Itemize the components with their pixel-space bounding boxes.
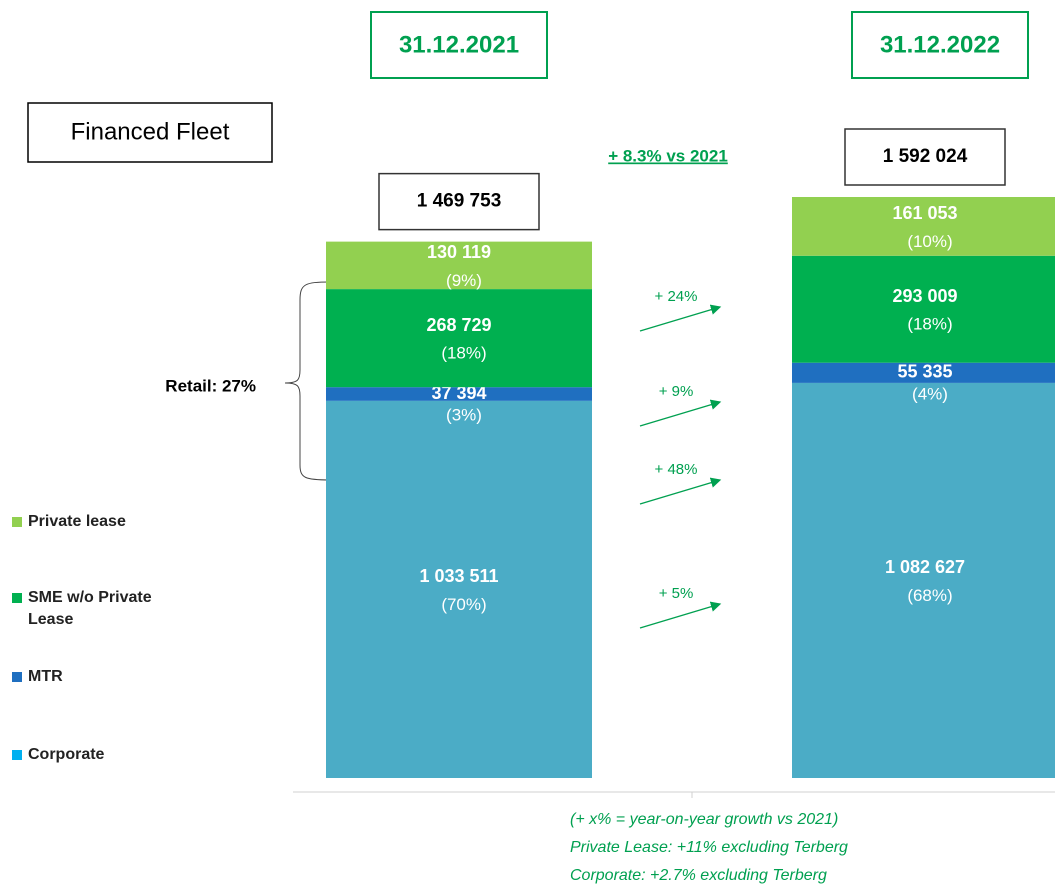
percent-label: (4%) [912,384,948,403]
value-label: 130 119 [427,242,491,262]
percent-label: (70%) [441,595,486,614]
date-label: 31.12.2021 [399,31,519,58]
bar-segment [326,387,592,401]
percent-label: (10%) [907,232,952,251]
bar-segment [792,362,1055,383]
footnote: Private Lease: +11% excluding Terberg [570,839,848,856]
legend-label: Corporate [28,746,105,763]
legend-swatch [12,672,22,682]
total-box [378,172,540,231]
date-box [370,11,548,79]
growth-label: + 5% [659,585,694,602]
legend-label: Private lease [28,513,126,530]
value-label: 55 335 [897,362,952,382]
value-label: 1 033 511 [419,566,498,586]
footnote: Corporate: +2.7% excluding Terberg [570,867,827,884]
value-label: 37 394 [431,383,486,403]
total-label: 1 469 753 [417,191,502,212]
legend-item: Private lease [12,511,168,533]
bar-segment [792,255,1055,363]
footnote: (+ x% = year-on-year growth vs 2021) [570,811,838,828]
legend-swatch [12,517,22,527]
bar-segment [326,400,592,778]
retail-bracket [284,281,331,481]
growth-arrow [639,477,722,505]
percent-label: (9%) [446,271,482,290]
bar-segment [792,197,1055,256]
percent-label: (18%) [907,315,952,334]
total-label: 1 592 024 [883,146,968,167]
legend-label: MTR [28,668,63,685]
bracket-label: Retail: 27% [165,376,256,395]
value-label: 161 053 [892,203,957,223]
date-box [851,11,1029,79]
legend-item: MTR [12,666,168,688]
growth-label: + 24% [655,288,698,305]
value-label: 268 729 [426,315,491,335]
value-label: 293 009 [892,286,957,306]
chart-title: Financed Fleet [71,118,230,145]
legend-item: Corporate [12,744,168,766]
percent-label: (68%) [907,586,952,605]
legend-label: SME w/o Private Lease [28,589,152,628]
growth-arrow [639,399,722,427]
value-label: 1 082 627 [885,557,965,577]
growth-arrow [639,304,722,332]
growth-label: + 9% [659,383,694,400]
percent-label: (18%) [441,344,486,363]
legend-swatch [12,750,22,760]
growth-arrow [639,601,722,629]
total-box [844,128,1006,186]
growth-label: + 48% [655,461,698,478]
title-box [27,102,273,163]
legend-item: SME w/o Private Lease [12,587,168,631]
legend-swatch [12,593,22,603]
bar-segment [792,382,1055,778]
date-label: 31.12.2022 [880,31,1000,58]
percent-label: (3%) [446,405,482,424]
total-growth: + 8.3% vs 2021 [608,146,728,165]
bar-segment [326,289,592,388]
bar-segment [326,241,592,290]
